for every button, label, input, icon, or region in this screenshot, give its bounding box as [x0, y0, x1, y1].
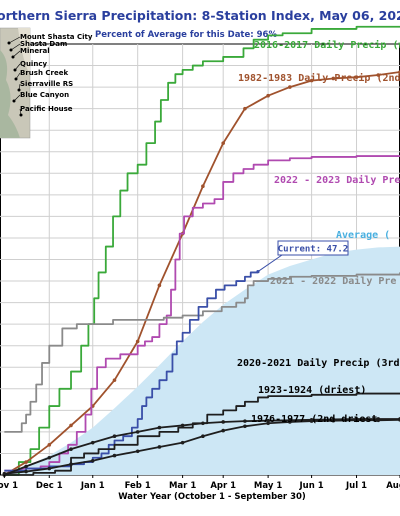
series-point-1982-1983-daily-precip	[288, 85, 292, 89]
series-point-1982-1983-daily-precip	[266, 93, 270, 98]
x-tick-label: Apr 1	[210, 481, 236, 491]
series-point-1923-1924-driest	[180, 423, 185, 428]
series-point-1923-1924-driest	[24, 464, 28, 469]
station-label: Mount Shasta City	[20, 33, 93, 41]
x-tick-label: Feb 1	[125, 481, 151, 491]
series-point-1923-1924-driest	[221, 420, 225, 424]
series-point-1982-1983-daily-precip	[309, 78, 314, 83]
series-point-1976-1977-2nd-driest	[288, 420, 292, 424]
station-label: Brush Creek	[20, 69, 68, 77]
current-label: Current: 47.2	[278, 245, 348, 255]
station-label: Quincy	[20, 60, 47, 68]
series-point-1923-1924-driest	[112, 434, 117, 439]
station-leader	[19, 108, 22, 116]
station-leader	[15, 72, 21, 80]
x-tick-label: Jan 1	[80, 481, 105, 491]
station-leader	[10, 43, 21, 51]
x-tick-label: Nov 1	[0, 481, 18, 491]
series-point-1923-1924-driest	[201, 421, 205, 426]
inset-terrain	[0, 50, 20, 138]
chart-title: Northern Sierra Precipitation: 8-Station…	[0, 8, 400, 23]
station-leader	[13, 94, 21, 102]
series-point-1976-1977-2nd-driest	[69, 462, 73, 467]
x-tick-label: Jun 1	[299, 481, 324, 491]
series-point-1976-1977-2nd-driest	[135, 449, 140, 454]
station-label: Pacific House	[20, 105, 73, 113]
series-point-1976-1977-2nd-driest	[90, 458, 95, 463]
series-point-1976-1977-2nd-driest	[157, 445, 162, 449]
series-label-2021-2022-daily-precip: 2021 - 2022 Daily Pre	[270, 275, 396, 287]
series-point-1923-1924-driest	[90, 440, 95, 445]
chart-subtitle: Percent of Average for this Date: 96%	[95, 30, 277, 40]
series-point-1976-1977-2nd-driest	[243, 424, 247, 429]
series-point-1976-1977-2nd-driest	[221, 428, 225, 433]
series-label-1976-1977-2nd-driest: 1976-1977 (2nd driest	[251, 413, 377, 425]
series-label-2016-2017-daily-precip: 2016-2017 Daily Precip (wo	[254, 39, 400, 51]
series-point-1982-1983-daily-precip	[221, 141, 225, 145]
station-label: Mineral	[20, 47, 50, 55]
series-point-1976-1977-2nd-driest	[2, 471, 7, 476]
series-line-2022-2023-daily-precip	[4, 155, 400, 472]
series-layer	[2, 25, 400, 477]
x-tick-label: Aug 1	[386, 481, 400, 491]
series-label-average: Average (	[336, 230, 390, 241]
series-area-average	[4, 246, 400, 475]
inset-terrain-light	[18, 28, 30, 75]
series-point-1976-1977-2nd-driest	[180, 440, 185, 445]
series-label-2020-2021-daily-precip: 2020-2021 Daily Precip (3rd	[237, 357, 400, 369]
current-box	[277, 240, 349, 256]
station-leader	[12, 50, 21, 58]
series-point-1982-1983-daily-precip	[331, 76, 336, 81]
series-point-1982-1983-daily-precip	[112, 378, 117, 382]
series-point-1982-1983-daily-precip	[47, 443, 52, 447]
current-pointer	[257, 254, 283, 272]
series-point-1982-1983-daily-precip	[354, 75, 359, 79]
station-label: Sierraville RS	[20, 80, 73, 88]
series-point-1982-1983-daily-precip	[201, 184, 205, 189]
series-label-2022-2023-daily-precip: 2022 - 2023 Daily Preci	[274, 174, 400, 186]
series-point-1923-1924-driest	[47, 455, 52, 460]
series-point-1923-1924-driest	[157, 425, 162, 430]
station-label: Shasta Dam	[20, 40, 67, 48]
x-tick-label: Jul 1	[345, 481, 367, 491]
series-point-1976-1977-2nd-driest	[47, 466, 52, 471]
series-point-1976-1977-2nd-driest	[24, 469, 28, 474]
series-labels: Average ( 2016-2017 Daily Precip (wo 1982-…	[237, 39, 400, 425]
series-point-1982-1983-daily-precip	[376, 73, 381, 77]
series-point-1976-1977-2nd-driest	[376, 418, 381, 423]
series-point-1982-1983-daily-precip	[24, 460, 28, 464]
series-line-2016-2017-daily-precip	[4, 25, 400, 476]
series-label-1923-1924-driest: 1923-1924 (driest)	[258, 384, 366, 396]
station-label: Blue Canyon	[20, 91, 69, 99]
series-point-1923-1924-driest	[243, 419, 247, 423]
current-point	[256, 269, 260, 274]
series-line-2021-2022-daily-precip	[4, 272, 400, 433]
series-point-1976-1977-2nd-driest	[331, 418, 336, 423]
station-leader	[14, 63, 21, 71]
series-point-1976-1977-2nd-driest	[309, 419, 314, 423]
x-tick-label: Dec 1	[36, 481, 63, 491]
series-line-2020-2021-daily-precip	[4, 392, 400, 476]
series-point-1923-1924-driest	[135, 430, 140, 434]
series-point-1982-1983-daily-precip	[157, 283, 162, 288]
series-point-1982-1983-daily-precip	[243, 106, 247, 111]
x-axis-label: Water Year (October 1 - September 30)	[118, 492, 306, 502]
station-leader	[8, 36, 21, 44]
series-point-1976-1977-2nd-driest	[354, 418, 359, 423]
series-point-1982-1983-daily-precip	[135, 339, 140, 344]
x-tick-label: Mar 1	[169, 481, 196, 491]
series-point-1923-1924-driest	[266, 418, 270, 423]
series-point-1982-1983-daily-precip	[69, 423, 73, 428]
station-leader	[18, 83, 21, 91]
series-point-1923-1924-driest	[69, 447, 73, 451]
series-label-1982-1983-daily-precip: 1982-1983 Daily Precip (2nd	[238, 72, 400, 84]
series-point-1976-1977-2nd-driest	[201, 434, 205, 439]
x-axis: Nov 1 Dec 1 Jan 1 Feb 1 Mar 1 Apr 1 May 1 Jun 1…	[0, 475, 400, 491]
series-point-1976-1977-2nd-driest	[112, 453, 117, 458]
x-tick-label: May 1	[254, 481, 282, 491]
series-point-1976-1977-2nd-driest	[266, 421, 270, 426]
